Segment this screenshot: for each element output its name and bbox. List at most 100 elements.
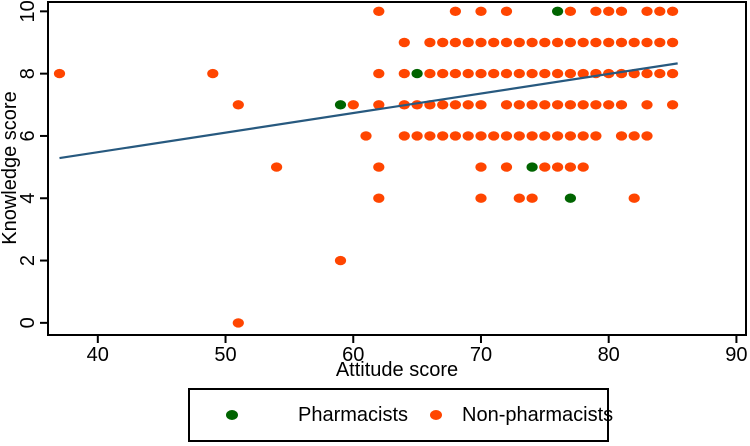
- data-point-non-pharmacists: [437, 100, 449, 110]
- data-point-non-pharmacists: [577, 68, 589, 79]
- data-point-non-pharmacists: [577, 37, 589, 48]
- data-point-non-pharmacists: [449, 6, 461, 16]
- legend-item-non-pharmacists: Non-pharmacists: [430, 390, 613, 440]
- data-point-non-pharmacists: [513, 100, 525, 110]
- data-point-non-pharmacists: [564, 131, 577, 141]
- data-point-non-pharmacists: [590, 100, 602, 110]
- data-point-non-pharmacists: [539, 131, 551, 141]
- data-point-non-pharmacists: [449, 100, 461, 110]
- data-point-pharmacists: [526, 162, 538, 172]
- data-point-non-pharmacists: [564, 162, 577, 172]
- data-point-non-pharmacists: [398, 131, 410, 141]
- x-tick-label: 60: [342, 344, 364, 366]
- data-point-non-pharmacists: [526, 37, 538, 48]
- data-point-non-pharmacists: [488, 131, 500, 141]
- data-point-non-pharmacists: [424, 68, 436, 79]
- data-point-non-pharmacists: [526, 68, 538, 79]
- data-point-non-pharmacists: [667, 100, 679, 110]
- data-point-non-pharmacists: [347, 100, 359, 110]
- data-point-non-pharmacists: [628, 131, 640, 141]
- data-point-non-pharmacists: [539, 162, 551, 172]
- data-point-non-pharmacists: [449, 68, 461, 79]
- data-point-non-pharmacists: [437, 131, 449, 141]
- x-tick-label: 50: [214, 344, 236, 366]
- y-tick-label: 0: [17, 317, 39, 328]
- data-point-non-pharmacists: [552, 162, 564, 172]
- x-tick-label: 90: [725, 344, 747, 366]
- fit-line: [59, 62, 678, 160]
- x-tick-label: 70: [470, 344, 492, 366]
- data-point-non-pharmacists: [641, 131, 653, 141]
- x-axis-label: Attitude score: [336, 359, 458, 381]
- data-point-non-pharmacists: [424, 37, 436, 48]
- data-point-non-pharmacists: [500, 100, 513, 110]
- data-point-non-pharmacists: [603, 100, 615, 110]
- data-point-non-pharmacists: [526, 100, 538, 110]
- data-point-non-pharmacists: [449, 37, 461, 48]
- data-point-non-pharmacists: [603, 37, 615, 48]
- data-point-non-pharmacists: [590, 6, 602, 16]
- data-point-non-pharmacists: [577, 100, 589, 110]
- non-pharmacists-marker-icon: [430, 410, 442, 420]
- data-point-non-pharmacists: [500, 68, 513, 79]
- data-point-non-pharmacists: [628, 37, 640, 48]
- data-point-non-pharmacists: [232, 318, 244, 328]
- data-point-non-pharmacists: [500, 131, 513, 141]
- data-point-non-pharmacists: [373, 162, 385, 172]
- data-point-non-pharmacists: [475, 68, 487, 79]
- data-point-non-pharmacists: [500, 6, 513, 16]
- data-point-pharmacists: [411, 68, 423, 79]
- data-point-non-pharmacists: [488, 68, 500, 79]
- data-point-non-pharmacists: [500, 37, 513, 48]
- data-point-non-pharmacists: [641, 68, 653, 79]
- data-point-non-pharmacists: [207, 68, 219, 79]
- y-tick-label: 8: [17, 68, 39, 79]
- data-point-non-pharmacists: [615, 37, 628, 48]
- data-point-non-pharmacists: [462, 68, 474, 79]
- data-point-non-pharmacists: [603, 6, 615, 16]
- legend-label-pharmacists: Pharmacists: [298, 403, 409, 426]
- data-point-non-pharmacists: [513, 37, 525, 48]
- data-point-non-pharmacists: [424, 131, 436, 141]
- data-point-non-pharmacists: [667, 68, 679, 79]
- data-point-non-pharmacists: [373, 6, 385, 16]
- data-point-non-pharmacists: [552, 131, 564, 141]
- data-point-non-pharmacists: [564, 37, 577, 48]
- data-point-non-pharmacists: [360, 131, 372, 141]
- data-point-non-pharmacists: [539, 68, 551, 79]
- pharmacists-marker-icon: [226, 410, 238, 420]
- data-point-pharmacists: [334, 100, 347, 110]
- data-point-non-pharmacists: [373, 100, 385, 110]
- data-point-non-pharmacists: [615, 100, 628, 110]
- data-point-non-pharmacists: [232, 100, 244, 110]
- data-point-non-pharmacists: [667, 37, 679, 48]
- data-point-non-pharmacists: [271, 162, 283, 172]
- data-point-non-pharmacists: [641, 6, 653, 16]
- data-point-non-pharmacists: [641, 100, 653, 110]
- data-point-non-pharmacists: [615, 131, 628, 141]
- data-point-non-pharmacists: [462, 131, 474, 141]
- data-point-non-pharmacists: [513, 68, 525, 79]
- data-point-non-pharmacists: [513, 193, 525, 203]
- data-point-non-pharmacists: [628, 193, 640, 203]
- data-point-non-pharmacists: [654, 6, 666, 16]
- legend-item-pharmacists: Pharmacists: [226, 390, 408, 440]
- data-point-non-pharmacists: [462, 37, 474, 48]
- y-axis-label: Knowledge score: [0, 91, 21, 244]
- y-tick-label: 4: [17, 193, 39, 204]
- data-point-non-pharmacists: [539, 100, 551, 110]
- data-point-non-pharmacists: [552, 68, 564, 79]
- y-tick-label: 2: [17, 255, 39, 266]
- data-point-non-pharmacists: [577, 131, 589, 141]
- data-point-non-pharmacists: [475, 193, 487, 203]
- data-point-non-pharmacists: [488, 37, 500, 48]
- data-point-non-pharmacists: [53, 68, 66, 79]
- data-point-non-pharmacists: [437, 37, 449, 48]
- x-tick-label: 80: [598, 344, 620, 366]
- data-point-non-pharmacists: [373, 68, 385, 79]
- data-point-non-pharmacists: [577, 162, 589, 172]
- data-point-non-pharmacists: [475, 37, 487, 48]
- data-point-pharmacists: [564, 193, 577, 203]
